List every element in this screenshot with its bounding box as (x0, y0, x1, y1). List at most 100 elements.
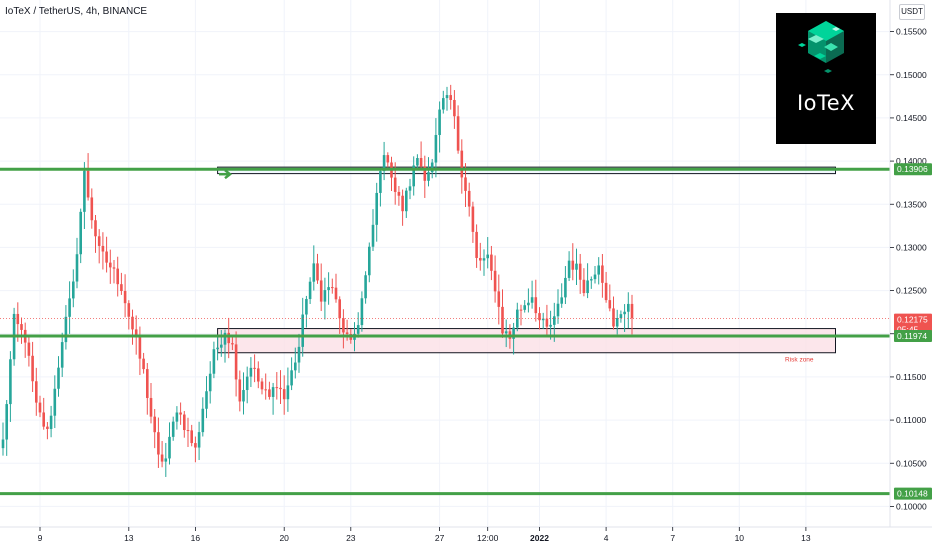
candle-body (153, 416, 156, 433)
candle (527, 288, 530, 313)
candle (453, 90, 456, 129)
time-tick-label: 27 (435, 533, 445, 543)
candle-body (327, 287, 330, 291)
risk-zone[interactable] (217, 328, 837, 354)
candle-body (567, 260, 571, 278)
candle (434, 118, 438, 178)
candle-body (601, 265, 604, 283)
level-badge-resistance-text: 0.13906 (897, 164, 928, 174)
candle-body (16, 313, 20, 325)
candle-body (412, 165, 415, 187)
candle (512, 322, 515, 355)
price-tick-label: 0.14000 (896, 156, 927, 166)
candle (160, 441, 164, 468)
price-tick-label: 0.11500 (896, 372, 926, 382)
candle (57, 356, 60, 397)
candle (530, 280, 534, 309)
candle-body (464, 177, 467, 191)
candle (179, 402, 182, 425)
candle (83, 162, 86, 230)
candle-body (101, 245, 105, 252)
candle (368, 242, 371, 283)
candle-body (227, 332, 230, 344)
candle-body (46, 426, 49, 429)
candles (1, 84, 634, 477)
time-tick-label: 23 (346, 533, 356, 543)
candle-body (160, 454, 164, 462)
candle-body (523, 305, 526, 310)
candle-body (608, 300, 612, 309)
candle-body (31, 355, 34, 382)
candle-body (75, 254, 79, 282)
candle (608, 284, 612, 312)
candle (560, 283, 563, 308)
candle (1, 422, 5, 456)
candle-body (405, 190, 408, 212)
candle-body (345, 332, 349, 335)
candle-body (201, 408, 205, 433)
price-tick-label: 0.11000 (896, 415, 926, 425)
iotex-logo: IoTeX (776, 13, 876, 144)
candle-body (305, 299, 308, 315)
iotex-cube-icon (798, 21, 844, 73)
candle (305, 295, 308, 328)
candle (604, 271, 608, 303)
candle-body (179, 412, 182, 415)
candle-body (545, 318, 549, 327)
candle (316, 253, 319, 284)
candle-body (116, 268, 119, 285)
risk-zone-label: Risk zone (785, 357, 814, 364)
candle (331, 278, 334, 294)
candle (578, 253, 582, 294)
candle (120, 272, 123, 295)
candle (153, 409, 156, 449)
candle (171, 416, 175, 441)
currency-selector[interactable]: USDT (899, 4, 925, 20)
zones: Risk zone (217, 166, 837, 364)
candle (627, 292, 630, 329)
candle-body (275, 387, 279, 389)
candle-body (279, 387, 282, 390)
candle (523, 300, 526, 313)
candle (419, 141, 423, 171)
candle (271, 382, 275, 415)
candle-body (493, 270, 497, 292)
candle-body (20, 324, 23, 330)
price-tick-label: 0.10000 (896, 501, 927, 511)
candle-body (586, 280, 589, 294)
candle-body (334, 287, 338, 300)
candle-body (79, 211, 82, 255)
time-tick-label: 9 (38, 533, 43, 543)
candle-body (575, 263, 578, 270)
candle (556, 289, 560, 324)
candle (338, 296, 341, 334)
candle-body (168, 436, 171, 459)
candle (364, 271, 367, 304)
candle-body (541, 318, 545, 321)
candle (242, 372, 245, 415)
candle-body (308, 281, 312, 300)
candle (534, 279, 538, 322)
candle (460, 139, 464, 194)
candle (501, 289, 504, 338)
candle (408, 178, 412, 200)
candle-body (553, 316, 556, 325)
candle (538, 307, 541, 330)
candle-body (120, 284, 123, 291)
candle (245, 366, 249, 404)
time-axis-bg[interactable] (0, 527, 932, 550)
candle (564, 266, 567, 305)
candle-body (534, 297, 538, 314)
candle-body (397, 191, 401, 196)
candle (286, 367, 290, 412)
level-badge-bottom (894, 487, 932, 500)
candle (212, 341, 216, 379)
candle (471, 201, 475, 243)
candle-body (190, 430, 193, 444)
candle-body (142, 358, 145, 370)
candle-body (467, 190, 471, 207)
candle (94, 214, 97, 253)
price-axis-bg[interactable] (890, 0, 932, 550)
